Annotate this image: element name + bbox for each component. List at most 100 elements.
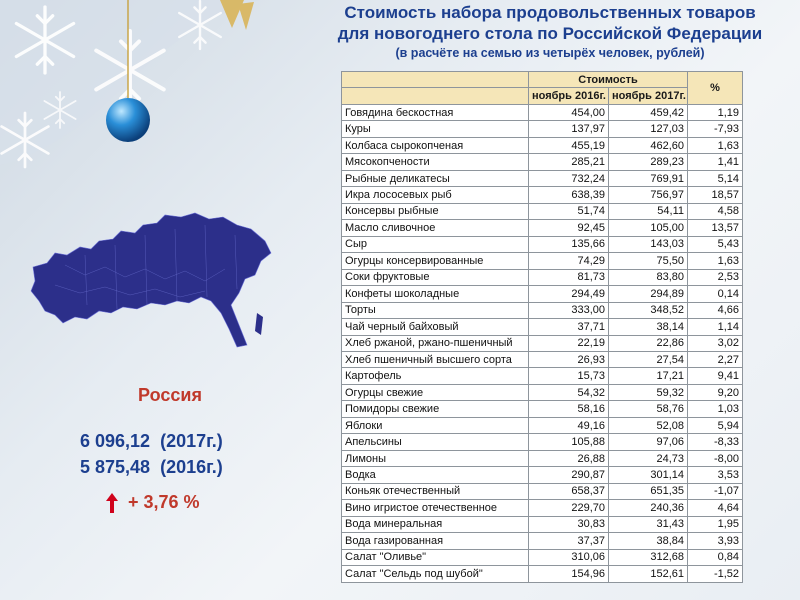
cell-v2016: 26,93: [528, 350, 609, 369]
table-row: Апельсины 105,88 97,06 -8,33: [341, 433, 744, 451]
table-row: Вода газированная 37,37 38,84 3,93: [341, 532, 744, 550]
table-row: Консервы рыбные 51,74 54,11 4,58: [341, 202, 744, 221]
page-title: Стоимость набора продовольственных товар…: [300, 2, 800, 61]
table-row: Масло сливочное 92,45 105,00 13,57: [341, 219, 744, 237]
cell-v2016: 455,19: [528, 136, 609, 155]
table-row: Чай черный байховый 37,71 38,14 1,14: [341, 318, 744, 336]
snowflake-decoration: [0, 0, 260, 169]
cell-v2016: 37,71: [528, 318, 609, 336]
cell-name: Вода газированная: [341, 532, 529, 550]
cell-v2016: 294,49: [528, 285, 609, 303]
cell-pct: 1,63: [687, 136, 744, 155]
cell-pct: 1,95: [687, 515, 744, 534]
totals-block: 6 096,12 (2017г.) 5 875,48 (2016г.): [80, 428, 223, 480]
cell-name: Соки фруктовые: [341, 268, 529, 287]
cell-pct: 3,93: [687, 532, 744, 550]
cell-name: Конфеты шоколадные: [341, 285, 529, 303]
cell-pct: 9,20: [687, 383, 744, 402]
cell-name: Хлеб ржаной, ржано-пшеничный: [341, 334, 529, 352]
cell-v2016: 26,88: [528, 449, 609, 468]
table-row: Вода минеральная 30,83 31,43 1,95: [341, 515, 744, 534]
cell-name: Куры: [341, 120, 529, 138]
cell-v2017: 459,42: [607, 103, 689, 122]
cell-v2016: 310,06: [528, 548, 609, 567]
cell-pct: 5,94: [687, 416, 744, 435]
cell-v2017: 83,80: [607, 268, 689, 287]
cell-v2016: 333,00: [528, 301, 609, 320]
cell-v2016: 58,16: [528, 400, 609, 418]
cell-v2017: 301,14: [607, 466, 689, 484]
cell-pct: 0,84: [687, 548, 744, 567]
cell-v2017: 312,68: [607, 548, 689, 567]
cell-v2016: 30,83: [528, 515, 609, 534]
cell-v2017: 651,35: [607, 482, 689, 501]
cell-pct: 4,64: [687, 499, 744, 517]
cell-name: Огурцы свежие: [341, 383, 529, 402]
cell-pct: 3,02: [687, 334, 744, 352]
cell-v2016: 658,37: [528, 482, 609, 501]
cell-name: Огурцы консервированные: [341, 252, 529, 270]
cell-v2017: 38,84: [607, 532, 689, 550]
cell-v2016: 290,87: [528, 466, 609, 484]
cell-pct: 13,57: [687, 219, 744, 237]
table-row: Куры 137,97 127,03 -7,93: [341, 120, 744, 138]
cell-pct: 18,57: [687, 186, 744, 204]
cell-v2017: 289,23: [607, 153, 689, 171]
table-row: Хлеб ржаной, ржано-пшеничный 22,19 22,86 3,…: [341, 334, 744, 352]
cell-name: Сыр: [341, 235, 529, 254]
cell-v2016: 74,29: [528, 252, 609, 270]
cell-pct: 4,58: [687, 202, 744, 221]
cell-v2016: 22,19: [528, 334, 609, 352]
cell-pct: -1,07: [687, 482, 744, 501]
table-row: Огурцы свежие 54,32 59,32 9,20: [341, 383, 744, 402]
header-percent: %: [687, 71, 744, 105]
cell-v2016: 732,24: [528, 169, 609, 188]
table-row: Картофель 15,73 17,21 9,41: [341, 367, 744, 385]
cell-v2017: 143,03: [607, 235, 689, 254]
cell-name: Консервы рыбные: [341, 202, 529, 221]
table-row: Колбаса сырокопченая 455,19 462,60 1,63: [341, 136, 744, 155]
cell-v2017: 97,06: [607, 433, 689, 451]
table-row: Мясокопчености 285,21 289,23 1,41: [341, 153, 744, 171]
header-nov-2017: ноябрь 2017г.: [607, 87, 689, 105]
table-row: Яблоки 49,16 52,08 5,94: [341, 416, 744, 435]
cell-v2016: 49,16: [528, 416, 609, 435]
cell-v2017: 17,21: [607, 367, 689, 385]
cell-pct: 2,27: [687, 350, 744, 369]
cell-pct: 1,03: [687, 400, 744, 418]
cell-pct: 1,41: [687, 153, 744, 171]
cell-v2017: 462,60: [607, 136, 689, 155]
cell-v2017: 22,86: [607, 334, 689, 352]
title-line-1: Стоимость набора продовольственных товар…: [344, 3, 756, 22]
header-nov-2016: ноябрь 2016г.: [528, 87, 609, 105]
cell-v2016: 81,73: [528, 268, 609, 287]
cell-name: Помидоры свежие: [341, 400, 529, 418]
cell-name: Салат "Сельдь под шубой": [341, 565, 529, 583]
cell-name: Говядина бескостная: [341, 103, 529, 122]
table-row: Говядина бескостная 454,00 459,42 1,19: [341, 103, 744, 122]
cell-v2016: 54,32: [528, 383, 609, 402]
title-subtitle: (в расчёте на семью из четырёх человек, …: [395, 46, 705, 60]
prices-table: Стоимость % ноябрь 2016г. ноябрь 2017г. …: [341, 70, 744, 583]
cell-v2016: 92,45: [528, 219, 609, 237]
table-row: Торты 333,00 348,52 4,66: [341, 301, 744, 320]
title-line-2: для новогоднего стола по Российской Феде…: [337, 24, 763, 43]
cell-pct: -1,52: [687, 565, 744, 583]
cell-v2017: 348,52: [607, 301, 689, 320]
cell-pct: -8,33: [687, 433, 744, 451]
cell-v2016: 454,00: [528, 103, 609, 122]
cell-name: Салат "Оливье": [341, 548, 529, 567]
cell-v2017: 27,54: [607, 350, 689, 369]
cell-pct: 1,19: [687, 103, 744, 122]
cell-v2016: 105,88: [528, 433, 609, 451]
cell-name: Рыбные деликатесы: [341, 169, 529, 188]
table-row: Икра лососевых рыб 638,39 756,97 18,57: [341, 186, 744, 204]
header-empty-2: [341, 87, 529, 105]
cell-pct: 5,14: [687, 169, 744, 188]
cell-name: Вода минеральная: [341, 515, 529, 534]
cell-v2016: 51,74: [528, 202, 609, 221]
cell-pct: -7,93: [687, 120, 744, 138]
total-2017: 6 096,12 (2017г.): [80, 431, 223, 451]
cell-v2017: 75,50: [607, 252, 689, 270]
table-row: Водка 290,87 301,14 3,53: [341, 466, 744, 484]
